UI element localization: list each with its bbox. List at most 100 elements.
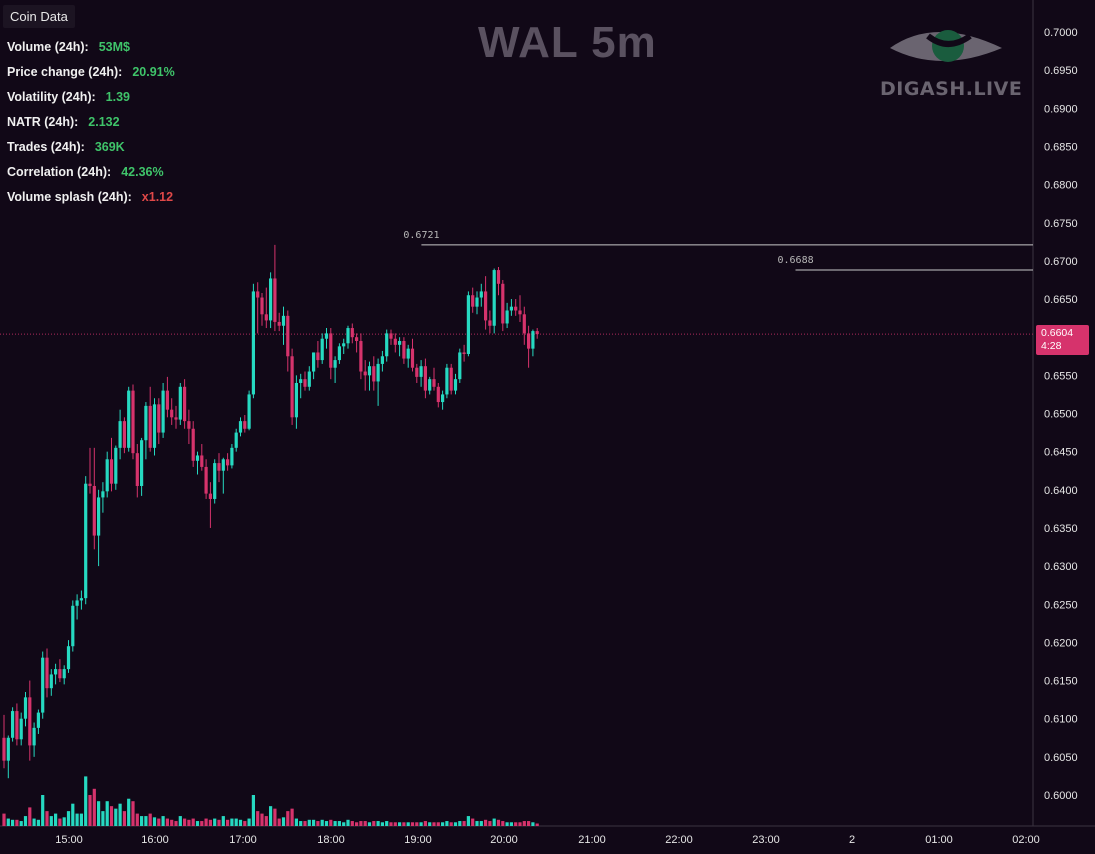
stat-label: Price change (24h): [7, 65, 123, 79]
candle-body [475, 297, 479, 307]
candle-body [307, 371, 311, 387]
candle-body [230, 447, 234, 466]
candle-body [376, 363, 380, 382]
volume-bar [350, 821, 354, 826]
candle-body [415, 367, 419, 377]
volume-bar [445, 821, 449, 826]
volume-bar [501, 821, 505, 826]
stat-row: Trades (24h): 369K [7, 140, 125, 154]
volume-bar [428, 822, 432, 826]
volume-bar [329, 819, 333, 826]
candle-body [135, 453, 139, 486]
y-tick-label: 0.6400 [1044, 485, 1078, 497]
stat-value: 2.132 [88, 115, 120, 129]
volume-bar [406, 822, 410, 826]
volume-bar [492, 818, 496, 826]
candle-body [161, 390, 165, 433]
candle-body [320, 338, 324, 361]
candle-body [183, 386, 187, 422]
volume-bar [320, 819, 324, 826]
volume-bar [286, 811, 290, 826]
candle-body [522, 314, 526, 334]
volume-bar [187, 819, 191, 826]
candle-body [432, 379, 436, 387]
candle-body [501, 283, 505, 324]
last-price-tag: 0.6604 4:28 [1036, 325, 1089, 355]
watermark: DIGASH.LIVE [880, 22, 1022, 102]
candle-body [157, 404, 161, 433]
stat-row: Volume (24h): 53M$ [7, 40, 130, 54]
y-tick-label: 0.6700 [1044, 256, 1078, 268]
candle-body [333, 360, 337, 368]
candle-body [436, 386, 440, 403]
stat-label: Correlation (24h): [7, 165, 112, 179]
volume-bar [84, 776, 88, 826]
candle-body [140, 440, 144, 486]
price-levels: 0.6721 0.6688 [0, 230, 1033, 335]
volume-bar [195, 821, 200, 826]
candle-body [359, 341, 363, 372]
candle-body [204, 466, 208, 494]
candle-countdown: 4:28 [1041, 340, 1062, 352]
volume-bar [6, 818, 10, 826]
volume-bar [359, 821, 363, 826]
volume-bar [79, 813, 83, 826]
candle-body [428, 379, 432, 391]
volume-bar [535, 823, 539, 826]
candle-body [174, 417, 178, 420]
volume-bar [441, 822, 445, 826]
coin-data-header[interactable]: Coin Data [3, 5, 75, 28]
candle-body [88, 483, 92, 486]
candle-body [200, 455, 204, 467]
volume-bar [393, 822, 397, 826]
y-tick-label: 0.6650 [1044, 294, 1078, 306]
candle-body [380, 356, 384, 364]
volume-bar [191, 818, 195, 826]
volume-bar [165, 818, 169, 826]
candle-body [256, 291, 260, 298]
volume-bar [97, 801, 101, 826]
candle-body [19, 718, 23, 740]
candle-body [398, 341, 402, 345]
eye-logo-icon [890, 30, 1002, 62]
candle-body [187, 421, 191, 429]
x-tick-label: 18:00 [317, 834, 345, 846]
volume-bar [200, 821, 204, 826]
coin-data-panel: Coin Data [3, 5, 233, 28]
volume-bar [92, 788, 96, 826]
candle-body [372, 366, 376, 382]
volume-bar [62, 817, 66, 826]
volume-bar [342, 822, 346, 826]
candle-body [316, 352, 320, 361]
volume-bar [204, 818, 208, 826]
candle-body [346, 328, 350, 344]
volume-bar [217, 819, 221, 826]
candle-body [458, 352, 462, 380]
candle-body [269, 278, 273, 321]
volume-bar [269, 806, 273, 826]
candle-body [449, 367, 453, 391]
candle-body [118, 421, 122, 448]
candle-body [152, 404, 157, 448]
volume-bar [101, 811, 105, 826]
candle-body [324, 333, 329, 339]
volume-bar [380, 822, 384, 826]
volume-bar [509, 822, 513, 826]
volume-bar [32, 818, 36, 826]
volume-bar [230, 818, 234, 826]
candle-body [281, 315, 286, 326]
candle-body [238, 421, 243, 433]
volume-bar [66, 811, 71, 826]
candle-body [127, 390, 131, 448]
candle-body [406, 348, 410, 359]
volume-bar [419, 822, 423, 826]
candle-body [535, 331, 539, 335]
candle-body [97, 497, 101, 536]
candle-body [462, 352, 466, 354]
candle-body [337, 346, 341, 361]
volume-bar [402, 822, 406, 826]
volume-bar [247, 818, 251, 826]
candle-body [479, 291, 483, 298]
candle-body [217, 463, 221, 471]
